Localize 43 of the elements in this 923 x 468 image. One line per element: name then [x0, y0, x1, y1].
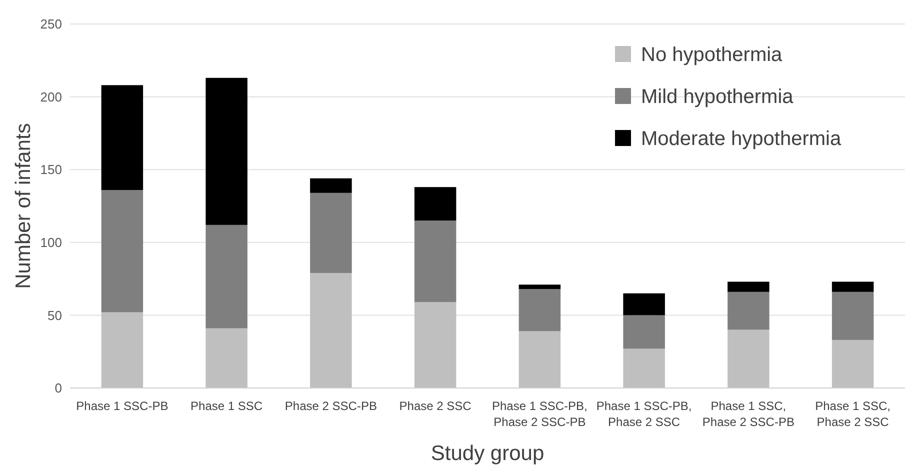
bar [623, 293, 665, 316]
x-tick-label: Phase 1 SSC [190, 399, 263, 413]
y-tick-label: 100 [40, 234, 62, 250]
y-tick-label: 50 [48, 308, 62, 323]
x-axis-title: Study group [430, 442, 544, 465]
bar [310, 272, 352, 388]
bar [310, 192, 352, 273]
bar [206, 328, 248, 388]
bar [728, 282, 770, 292]
y-tick-label: 250 [40, 16, 62, 32]
bar [101, 312, 144, 388]
y-tick-label: 0 [54, 380, 62, 396]
legend-label: No hypothermia [641, 44, 784, 66]
bar [206, 224, 248, 328]
bar [728, 292, 770, 330]
bar [728, 330, 770, 388]
x-tick-label: Phase 2 SSC [399, 399, 472, 413]
bar [518, 331, 561, 388]
bar [414, 220, 456, 302]
y-axis-title: Number of infants [12, 123, 35, 289]
bar [101, 85, 144, 190]
bar [101, 190, 144, 312]
x-tick-label: Phase 1 SSC-PB [76, 399, 168, 413]
x-tick-label: Phase 1 SSC-PB, Phase 2 SSC-PB [492, 399, 588, 429]
bar [414, 302, 456, 388]
bar [623, 348, 665, 388]
bar [414, 187, 456, 221]
bar [623, 315, 665, 349]
legend-label: Moderate hypothermia [641, 128, 842, 150]
bar [518, 288, 561, 332]
bar [832, 282, 874, 292]
x-tick-label: Phase 2 SSC-PB [284, 399, 377, 413]
legend-label: Mild hypothermia [641, 86, 794, 108]
y-tick-label: 150 [40, 162, 62, 178]
bar [832, 340, 874, 388]
x-tick-label: Phase 1 SSC, Phase 2 SSC [815, 399, 890, 429]
y-tick-label: 200 [40, 89, 62, 104]
bar [832, 292, 874, 340]
x-tick-label: Phase 1 SSC-PB, Phase 2 SSC [596, 399, 692, 429]
bar [310, 178, 352, 193]
bar [206, 78, 248, 225]
bar [518, 284, 561, 289]
x-tick-label: Phase 1 SSC, Phase 2 SSC-PB [702, 399, 794, 429]
